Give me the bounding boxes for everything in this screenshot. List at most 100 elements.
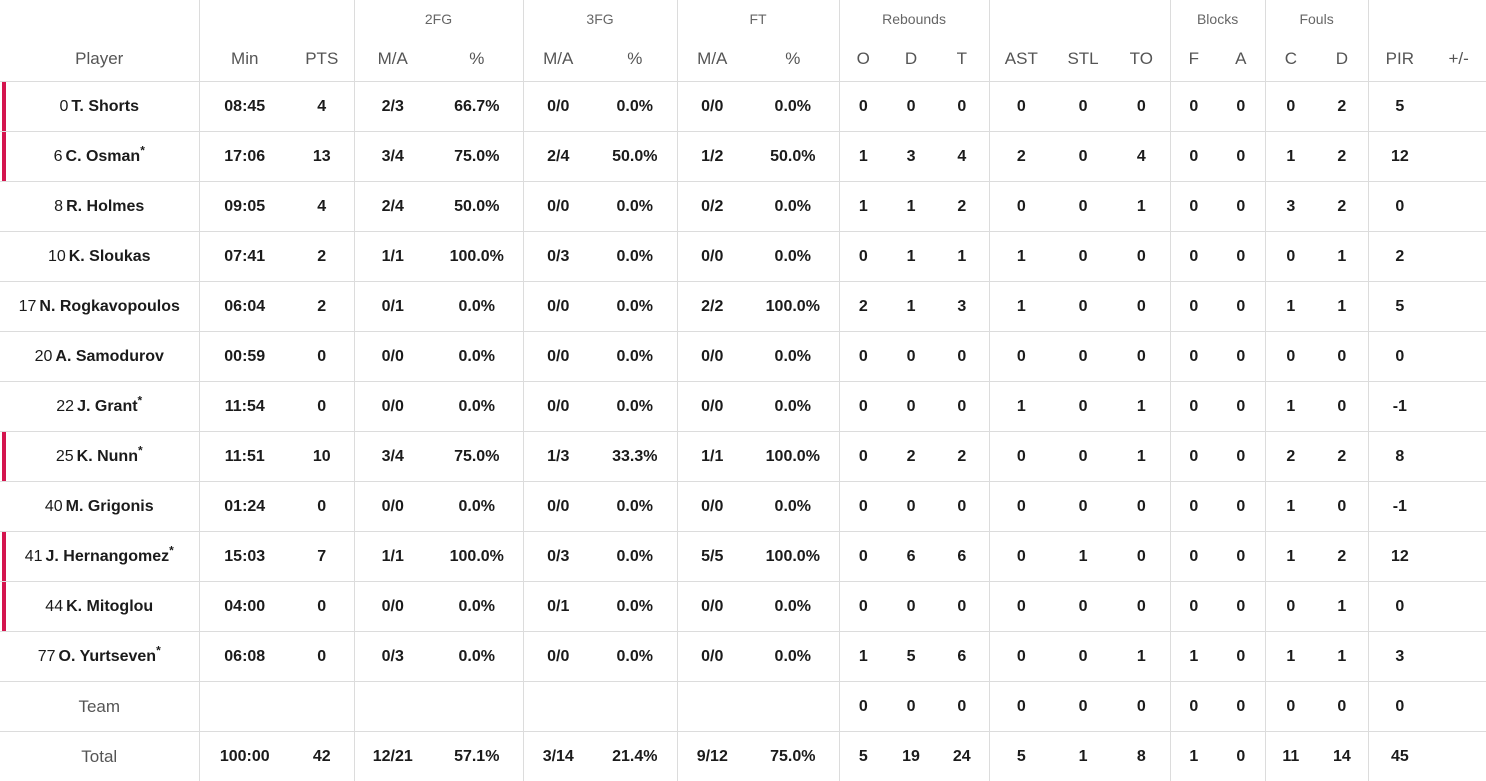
player-name-link[interactable]: M. Grigonis — [66, 498, 154, 515]
stat-to: 0 — [1113, 532, 1170, 582]
col-reb-t[interactable]: T — [935, 37, 989, 82]
col-ast[interactable]: AST — [989, 37, 1053, 82]
player-name-link[interactable]: K. Sloukas — [69, 248, 151, 265]
col-pir[interactable]: PIR — [1368, 37, 1431, 82]
stat-3fg-ma: 0/0 — [523, 282, 593, 332]
stat-reb-t: 2 — [935, 182, 989, 232]
stat-blk-a: 0 — [1217, 382, 1265, 432]
stat-reb-d: 3 — [887, 132, 935, 182]
stat-blk-f: 0 — [1170, 132, 1217, 182]
col-reb-o[interactable]: O — [839, 37, 887, 82]
col-player[interactable]: Player — [0, 37, 199, 82]
col-3fg-ma[interactable]: M/A — [523, 37, 593, 82]
col-stl[interactable]: STL — [1053, 37, 1113, 82]
stat-ft-pct: 0.0% — [747, 82, 839, 132]
player-name-link[interactable]: N. Rogkavopoulos — [39, 298, 179, 315]
col-blk-a[interactable]: A — [1217, 37, 1265, 82]
stat-blk-a: 0 — [1217, 232, 1265, 282]
player-name-link[interactable]: R. Holmes — [66, 198, 144, 215]
col-fouls-c[interactable]: C — [1265, 37, 1316, 82]
col-fouls-d[interactable]: D — [1316, 37, 1368, 82]
stat-pir: 0 — [1368, 582, 1431, 632]
stat-plus-minus — [1431, 532, 1486, 582]
stat-reb-t: 0 — [935, 482, 989, 532]
stat-ft-pct: 0.0% — [747, 232, 839, 282]
player-name-link[interactable]: J. Grant — [77, 398, 137, 415]
col-2fg-ma[interactable]: M/A — [354, 37, 431, 82]
stat-2fg-pct: 0.0% — [431, 482, 523, 532]
stat-reb-d: 6 — [887, 532, 935, 582]
stat-pts: 2 — [290, 282, 354, 332]
col-pts[interactable]: PTS — [290, 37, 354, 82]
stat-to: 0 — [1113, 82, 1170, 132]
stat-ft-pct: 0.0% — [747, 382, 839, 432]
stat-ft-ma: 5/5 — [677, 532, 747, 582]
stat-reb-t: 4 — [935, 132, 989, 182]
col-ft-ma[interactable]: M/A — [677, 37, 747, 82]
player-name-link[interactable]: K. Mitoglou — [66, 598, 153, 615]
group-fouls: Fouls — [1265, 0, 1368, 37]
player-name-link[interactable]: K. Nunn — [77, 448, 138, 465]
stat-min: 09:05 — [199, 182, 290, 232]
stat-pts: 0 — [290, 382, 354, 432]
player-name-link[interactable]: O. Yurtseven — [59, 648, 157, 665]
stat-to: 4 — [1113, 132, 1170, 182]
stat-blk-a: 0 — [1217, 532, 1265, 582]
stat-fouls-c: 1 — [1265, 632, 1316, 682]
player-number: 40 — [45, 498, 63, 515]
stat-blk-f: 0 — [1170, 82, 1217, 132]
stat-plus-minus — [1431, 732, 1486, 781]
col-plus-minus[interactable]: +/- — [1431, 37, 1486, 82]
col-2fg-pct[interactable]: % — [431, 37, 523, 82]
group-ft: FT — [677, 0, 839, 37]
stat-reb-o: 1 — [839, 182, 887, 232]
col-min[interactable]: Min — [199, 37, 290, 82]
col-reb-d[interactable]: D — [887, 37, 935, 82]
stat-reb-d: 19 — [887, 732, 935, 781]
stat-fouls-c: 2 — [1265, 432, 1316, 482]
stat-2fg-pct: 0.0% — [431, 382, 523, 432]
stat-blk-f: 0 — [1170, 182, 1217, 232]
stat-fouls-c: 1 — [1265, 482, 1316, 532]
player-name-link[interactable]: J. Hernangomez — [46, 548, 170, 565]
stat-2fg-ma — [354, 682, 431, 732]
col-to[interactable]: TO — [1113, 37, 1170, 82]
stat-3fg-ma: 0/0 — [523, 82, 593, 132]
stat-ast: 0 — [989, 182, 1053, 232]
col-ft-pct[interactable]: % — [747, 37, 839, 82]
player-name-link[interactable]: T. Shorts — [71, 98, 139, 115]
stat-fouls-c: 1 — [1265, 382, 1316, 432]
team-row-label: Team — [0, 682, 199, 732]
player-name-link[interactable]: C. Osman — [66, 148, 141, 165]
group-blank-player — [0, 0, 199, 37]
player-name-link[interactable]: A. Samodurov — [55, 348, 163, 365]
col-3fg-pct[interactable]: % — [593, 37, 677, 82]
col-blk-f[interactable]: F — [1170, 37, 1217, 82]
stat-min: 00:59 — [199, 332, 290, 382]
